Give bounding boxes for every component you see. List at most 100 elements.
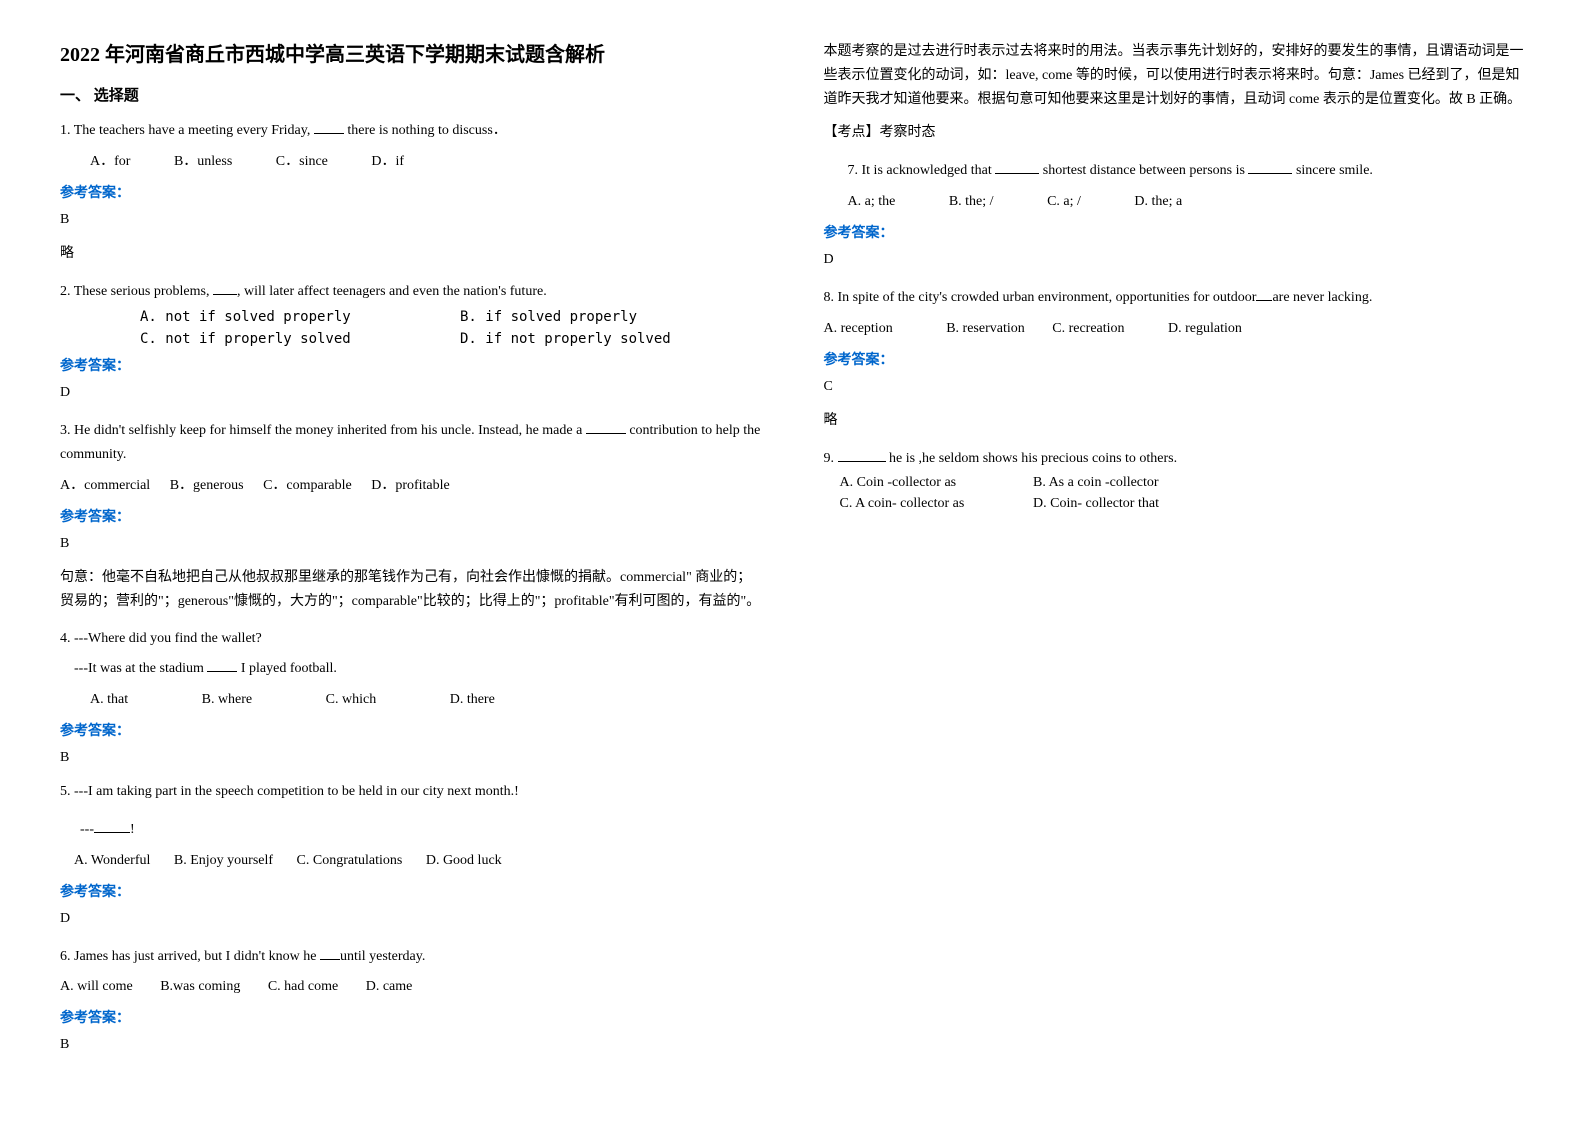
q8-stem-post: are never lacking. bbox=[1272, 290, 1372, 305]
q5-opt-a: A. Wonderful bbox=[74, 848, 150, 873]
q2-stem: 2. These serious problems, , will later … bbox=[60, 280, 764, 304]
q6-opt-c: C. had come bbox=[268, 974, 338, 999]
q7-answer: D bbox=[824, 248, 1528, 272]
q7-opt-c: C. a; / bbox=[1047, 189, 1081, 214]
q2-blank bbox=[213, 280, 237, 295]
q7-stem-mid: shortest distance between persons is bbox=[1039, 163, 1248, 178]
q5-line2-pre: --- bbox=[80, 822, 94, 837]
q6-stem: 6. James has just arrived, but I didn't … bbox=[60, 945, 764, 969]
q6-options: A. will come B.was coming C. had come D.… bbox=[60, 974, 764, 999]
q7-stem: 7. It is acknowledged that shortest dist… bbox=[824, 159, 1528, 183]
q4-opt-c: C. which bbox=[326, 687, 377, 712]
q7-options: A. a; the B. the; / C. a; / D. the; a bbox=[824, 189, 1528, 214]
q8-opt-d: D. regulation bbox=[1168, 316, 1242, 341]
q1-opt-a: A．for bbox=[90, 149, 130, 174]
q5-line2-post: ! bbox=[130, 822, 135, 837]
q3-stem-pre: 3. He didn't selfishly keep for himself … bbox=[60, 423, 586, 438]
q2-opt-a: A. not if solved properly bbox=[140, 309, 460, 325]
q1-opt-b: B．unless bbox=[174, 149, 232, 174]
q4-options: A. that B. where C. which D. there bbox=[60, 687, 764, 712]
q9-opt-b: B. As a coin -collector bbox=[1033, 475, 1159, 490]
q4-opt-d: D. there bbox=[450, 687, 495, 712]
q8-blank bbox=[1256, 286, 1272, 301]
q9-blank bbox=[838, 447, 886, 462]
q8-note: 略 bbox=[824, 409, 1528, 433]
q1-opt-c: C．since bbox=[276, 149, 328, 174]
q6-blank bbox=[320, 945, 340, 960]
q3-opt-b: B．generous bbox=[170, 473, 244, 498]
q1-blank bbox=[314, 119, 344, 134]
q2-opt-c: C. not if properly solved bbox=[140, 331, 460, 347]
q7-opt-a: A. a; the bbox=[848, 189, 896, 214]
page-title: 2022 年河南省商丘市西城中学高三英语下学期期末试题含解析 bbox=[60, 40, 764, 70]
q3-opt-a: A．commercial bbox=[60, 473, 150, 498]
q6-opt-d: D. came bbox=[366, 974, 413, 999]
q6-answer-label: 参考答案： bbox=[60, 1007, 764, 1027]
q3-options: A．commercial B．generous C．comparable D．p… bbox=[60, 473, 764, 498]
q1-stem: 1. The teachers have a meeting every Fri… bbox=[60, 119, 764, 143]
q2-stem-post: , will later affect teenagers and even t… bbox=[237, 284, 547, 299]
q9-opts-row2: C. A coin- collector as D. Coin- collect… bbox=[824, 493, 1528, 514]
q4-answer: B bbox=[60, 746, 764, 770]
q6-opt-a: A. will come bbox=[60, 974, 133, 999]
q7-stem-pre: 7. It is acknowledged that bbox=[848, 163, 996, 178]
q8-opt-b: B. reservation bbox=[946, 316, 1025, 341]
q3-opt-d: D．profitable bbox=[371, 473, 450, 498]
q1-note: 略 bbox=[60, 242, 764, 266]
q6-explain: 本题考察的是过去进行时表示过去将来时的用法。当表示事先计划好的，安排好的要发生的… bbox=[824, 40, 1528, 111]
q4-blank bbox=[207, 657, 237, 672]
q6-stem-post: until yesterday. bbox=[340, 949, 425, 964]
q9-stem-pre: 9. bbox=[824, 451, 838, 466]
q3-explain: 句意：他毫不自私地把自己从他叔叔那里继承的那笔钱作为己有，向社会作出慷慨的捐献。… bbox=[60, 566, 764, 614]
q5-options: A. Wonderful B. Enjoy yourself C. Congra… bbox=[60, 848, 764, 873]
q8-stem: 8. In spite of the city's crowded urban … bbox=[824, 286, 1528, 310]
q8-opt-c: C. recreation bbox=[1052, 316, 1124, 341]
q9-stem-post: he is ,he seldom shows his precious coin… bbox=[886, 451, 1178, 466]
q9-opts-row1: A. Coin -collector as B. As a coin -coll… bbox=[824, 472, 1528, 493]
q6-topic: 【考点】考察时态 bbox=[824, 121, 1528, 145]
q1-stem-post: there is nothing to discuss． bbox=[344, 123, 507, 138]
q2-opts-row1: A. not if solved properly B. if solved p… bbox=[60, 309, 764, 325]
q3-answer: B bbox=[60, 532, 764, 556]
q3-opt-c: C．comparable bbox=[263, 473, 352, 498]
q2-answer: D bbox=[60, 381, 764, 405]
q8-options: A. reception B. reservation C. recreatio… bbox=[824, 316, 1528, 341]
q1-answer: B bbox=[60, 208, 764, 232]
q4-opt-b: B. where bbox=[202, 687, 253, 712]
q4-line2-post: I played football. bbox=[237, 661, 337, 676]
q5-line2: ---! bbox=[60, 818, 764, 842]
q2-stem-pre: 2. These serious problems, bbox=[60, 284, 213, 299]
q7-blank2 bbox=[1248, 159, 1292, 174]
q5-stem: 5. ---I am taking part in the speech com… bbox=[60, 780, 764, 804]
q2-opt-b: B. if solved properly bbox=[460, 309, 637, 325]
q4-opt-a: A. that bbox=[90, 687, 128, 712]
q5-answer: D bbox=[60, 907, 764, 931]
q1-options: A．for B．unless C．since D．if bbox=[60, 149, 764, 174]
q6-answer: B bbox=[60, 1033, 764, 1057]
q2-answer-label: 参考答案： bbox=[60, 355, 764, 375]
q7-opt-d: D. the; a bbox=[1134, 189, 1182, 214]
q5-answer-label: 参考答案： bbox=[60, 881, 764, 901]
q8-answer-label: 参考答案： bbox=[824, 349, 1528, 369]
q9-stem: 9. he is ,he seldom shows his precious c… bbox=[824, 447, 1528, 471]
q8-stem-pre: 8. In spite of the city's crowded urban … bbox=[824, 290, 1257, 305]
q7-opt-b: B. the; / bbox=[949, 189, 994, 214]
q5-opt-c: C. Congratulations bbox=[297, 848, 403, 873]
q9-opt-a: A. Coin -collector as bbox=[840, 472, 1030, 493]
q8-answer: C bbox=[824, 375, 1528, 399]
q2-opts-row2: C. not if properly solved D. if not prop… bbox=[60, 331, 764, 347]
q7-stem-post: sincere smile. bbox=[1292, 163, 1372, 178]
q9-opt-d: D. Coin- collector that bbox=[1033, 496, 1159, 511]
q6-stem-pre: 6. James has just arrived, but I didn't … bbox=[60, 949, 320, 964]
q3-stem: 3. He didn't selfishly keep for himself … bbox=[60, 419, 764, 467]
q3-answer-label: 参考答案： bbox=[60, 506, 764, 526]
q5-opt-b: B. Enjoy yourself bbox=[174, 848, 273, 873]
section-heading: 一、 选择题 bbox=[60, 84, 764, 105]
q1-opt-d: D．if bbox=[371, 149, 404, 174]
q4-line2-pre: ---It was at the stadium bbox=[74, 661, 207, 676]
q1-stem-pre: 1. The teachers have a meeting every Fri… bbox=[60, 123, 314, 138]
q6-opt-b: B.was coming bbox=[160, 974, 240, 999]
q3-blank bbox=[586, 419, 626, 434]
q9-opt-c: C. A coin- collector as bbox=[840, 493, 1030, 514]
q8-opt-a: A. reception bbox=[824, 316, 893, 341]
